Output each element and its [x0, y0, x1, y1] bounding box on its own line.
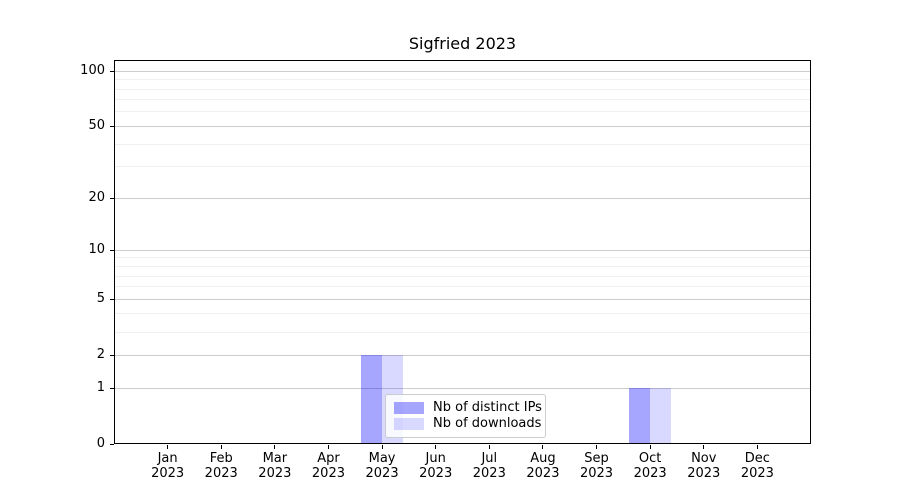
- y-tick-mark: [110, 70, 114, 72]
- x-tick-label-jul: Jul 2023: [472, 451, 506, 481]
- gridline-minor: [115, 331, 810, 333]
- gridline-major: [115, 70, 810, 72]
- y-tick-mark: [110, 249, 114, 251]
- gridline-minor: [115, 313, 810, 315]
- bar-nb-of-distinct-ips-oct: [629, 388, 651, 444]
- y-tick-mark: [110, 443, 114, 445]
- y-tick-label: 20: [88, 190, 105, 206]
- x-tick-label-apr: Apr 2023: [311, 451, 345, 481]
- x-tick-label-sep: Sep 2023: [579, 451, 614, 481]
- x-tick-label-dec: Dec 2023: [740, 451, 774, 481]
- legend-label-downloads: Nb of downloads: [433, 416, 542, 431]
- x-tick-mark: [596, 445, 598, 449]
- x-tick-mark: [756, 445, 758, 449]
- legend: Nb of distinct IPs Nb of downloads: [385, 394, 546, 438]
- gridline-minor: [115, 166, 810, 168]
- y-tick-mark: [110, 298, 114, 300]
- chart-title: Sigfried 2023: [408, 34, 517, 53]
- x-tick-mark: [381, 445, 383, 449]
- gridline-major: [115, 354, 810, 356]
- legend-swatch-downloads-icon: [394, 418, 424, 430]
- gridline-major: [115, 197, 810, 199]
- gridline-minor: [115, 111, 810, 113]
- x-tick-mark: [488, 445, 490, 449]
- x-tick-label-may: May 2023: [365, 451, 399, 481]
- y-tick-label: 100: [80, 63, 105, 79]
- y-tick-label: 1: [96, 380, 105, 395]
- legend-item-distinct-ips: Nb of distinct IPs: [394, 400, 542, 415]
- gridline-major: [115, 249, 810, 251]
- gridline-minor: [115, 79, 810, 81]
- x-tick-mark: [167, 445, 169, 449]
- gridline-major: [115, 125, 810, 127]
- x-tick-mark: [327, 445, 329, 449]
- gridline-major: [115, 298, 810, 300]
- x-tick-mark: [274, 445, 276, 449]
- gridline-minor: [115, 143, 810, 145]
- gridline-minor: [115, 286, 810, 288]
- x-tick-label-mar: Mar 2023: [258, 451, 292, 481]
- y-tick-label: 0: [96, 436, 105, 451]
- legend-swatch-distinct-ips-icon: [394, 402, 424, 414]
- y-tick-label: 2: [96, 347, 105, 363]
- x-tick-label-jun: Jun 2023: [419, 451, 453, 481]
- y-tick-mark: [110, 197, 114, 199]
- x-tick-mark: [435, 445, 437, 449]
- x-tick-label-nov: Nov 2023: [687, 451, 721, 481]
- x-tick-mark: [220, 445, 222, 449]
- legend-label-distinct-ips: Nb of distinct IPs: [433, 400, 542, 415]
- x-tick-label-feb: Feb 2023: [204, 451, 238, 481]
- gridline-minor: [115, 99, 810, 101]
- gridline-major: [115, 387, 810, 389]
- x-tick-label-oct: Oct 2023: [633, 451, 667, 481]
- bar-nb-of-distinct-ips-may: [361, 355, 383, 444]
- y-tick-label: 10: [88, 242, 105, 258]
- y-tick-mark: [110, 387, 114, 389]
- legend-item-downloads: Nb of downloads: [394, 416, 542, 431]
- x-tick-label-jan: Jan 2023: [151, 451, 185, 481]
- y-tick-mark: [110, 354, 114, 356]
- x-tick-label-aug: Aug 2023: [526, 451, 560, 481]
- gridline-minor: [115, 266, 810, 267]
- x-tick-mark: [703, 445, 705, 449]
- plot-area: [114, 60, 811, 444]
- gridline-minor: [115, 88, 810, 90]
- y-tick-mark: [110, 125, 114, 127]
- bar-nb-of-downloads-oct: [650, 388, 672, 444]
- x-tick-mark: [649, 445, 651, 449]
- gridline-minor: [115, 257, 810, 259]
- x-tick-mark: [542, 445, 544, 449]
- y-tick-label: 5: [96, 291, 105, 307]
- y-tick-label: 50: [88, 118, 105, 134]
- gridline-minor: [115, 275, 810, 277]
